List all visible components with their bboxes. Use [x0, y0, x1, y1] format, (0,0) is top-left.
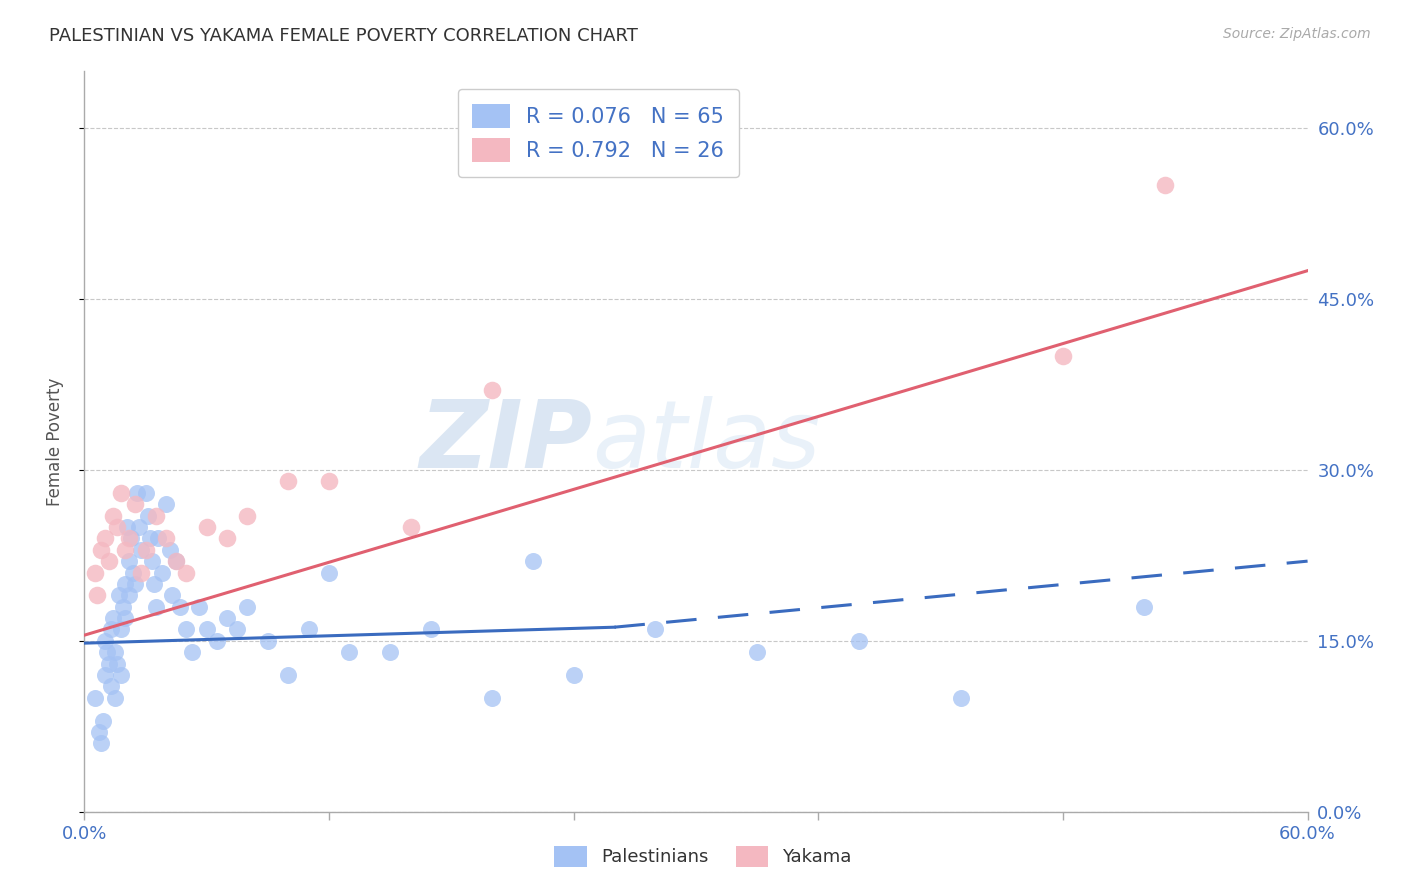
- Legend: Palestinians, Yakama: Palestinians, Yakama: [547, 838, 859, 874]
- Point: [380, 645, 402, 659]
- Text: Source: ZipAtlas.com: Source: ZipAtlas.com: [1223, 27, 1371, 41]
- Point: [110, 668, 132, 682]
- Point: [115, 520, 138, 534]
- Text: ZIP: ZIP: [419, 395, 592, 488]
- Point: [97, 657, 120, 671]
- Point: [1133, 599, 1156, 614]
- Point: [105, 520, 128, 534]
- Point: [420, 623, 443, 637]
- Point: [141, 554, 163, 568]
- Point: [128, 520, 150, 534]
- Point: [1052, 349, 1074, 363]
- Text: PALESTINIAN VS YAKAMA FEMALE POVERTY CORRELATION CHART: PALESTINIAN VS YAKAMA FEMALE POVERTY COR…: [49, 27, 638, 45]
- Point: [110, 623, 132, 637]
- Point: [83, 690, 105, 705]
- Point: [124, 577, 146, 591]
- Point: [217, 532, 239, 546]
- Point: [142, 577, 165, 591]
- Point: [174, 623, 197, 637]
- Point: [114, 611, 136, 625]
- Point: [145, 599, 167, 614]
- Point: [114, 542, 136, 557]
- Point: [165, 554, 187, 568]
- Point: [277, 475, 299, 489]
- Point: [138, 532, 160, 546]
- Point: [187, 599, 209, 614]
- Point: [522, 554, 544, 568]
- Point: [122, 566, 145, 580]
- Point: [205, 633, 228, 648]
- Point: [165, 554, 187, 568]
- Point: [145, 508, 167, 523]
- Point: [93, 668, 115, 682]
- Point: [83, 566, 105, 580]
- Point: [644, 623, 666, 637]
- Point: [101, 611, 124, 625]
- Point: [86, 588, 108, 602]
- Point: [127, 485, 149, 500]
- Point: [1154, 178, 1177, 193]
- Point: [135, 485, 157, 500]
- Point: [90, 542, 112, 557]
- Point: [118, 588, 141, 602]
- Point: [181, 645, 204, 659]
- Point: [339, 645, 361, 659]
- Point: [118, 532, 141, 546]
- Point: [174, 566, 197, 580]
- Point: [90, 736, 112, 750]
- Point: [146, 532, 169, 546]
- Point: [124, 497, 146, 511]
- Point: [118, 554, 141, 568]
- Point: [159, 542, 181, 557]
- Point: [104, 690, 127, 705]
- Point: [318, 475, 340, 489]
- Point: [96, 645, 118, 659]
- Point: [195, 520, 218, 534]
- Text: atlas: atlas: [592, 396, 820, 487]
- Point: [257, 633, 280, 648]
- Point: [747, 645, 769, 659]
- Point: [97, 554, 120, 568]
- Point: [110, 485, 132, 500]
- Point: [150, 566, 173, 580]
- Point: [101, 508, 124, 523]
- Point: [104, 645, 127, 659]
- Point: [120, 532, 142, 546]
- Y-axis label: Female Poverty: Female Poverty: [45, 377, 63, 506]
- Point: [160, 588, 183, 602]
- Point: [91, 714, 114, 728]
- Point: [100, 680, 122, 694]
- Point: [277, 668, 299, 682]
- Point: [217, 611, 239, 625]
- Point: [155, 497, 177, 511]
- Point: [226, 623, 249, 637]
- Point: [131, 542, 153, 557]
- Point: [236, 599, 259, 614]
- Point: [318, 566, 340, 580]
- Point: [135, 542, 157, 557]
- Point: [481, 384, 503, 398]
- Point: [112, 599, 135, 614]
- Point: [87, 725, 110, 739]
- Point: [105, 657, 128, 671]
- Point: [950, 690, 973, 705]
- Point: [114, 577, 136, 591]
- Point: [236, 508, 259, 523]
- Point: [195, 623, 218, 637]
- Point: [155, 532, 177, 546]
- Point: [298, 623, 321, 637]
- Point: [108, 588, 131, 602]
- Point: [848, 633, 870, 648]
- Point: [131, 566, 153, 580]
- Point: [562, 668, 585, 682]
- Point: [169, 599, 191, 614]
- Legend: R = 0.076   N = 65, R = 0.792   N = 26: R = 0.076 N = 65, R = 0.792 N = 26: [457, 89, 738, 177]
- Point: [481, 690, 503, 705]
- Point: [93, 532, 115, 546]
- Point: [399, 520, 422, 534]
- Point: [93, 633, 115, 648]
- Point: [136, 508, 159, 523]
- Point: [100, 623, 122, 637]
